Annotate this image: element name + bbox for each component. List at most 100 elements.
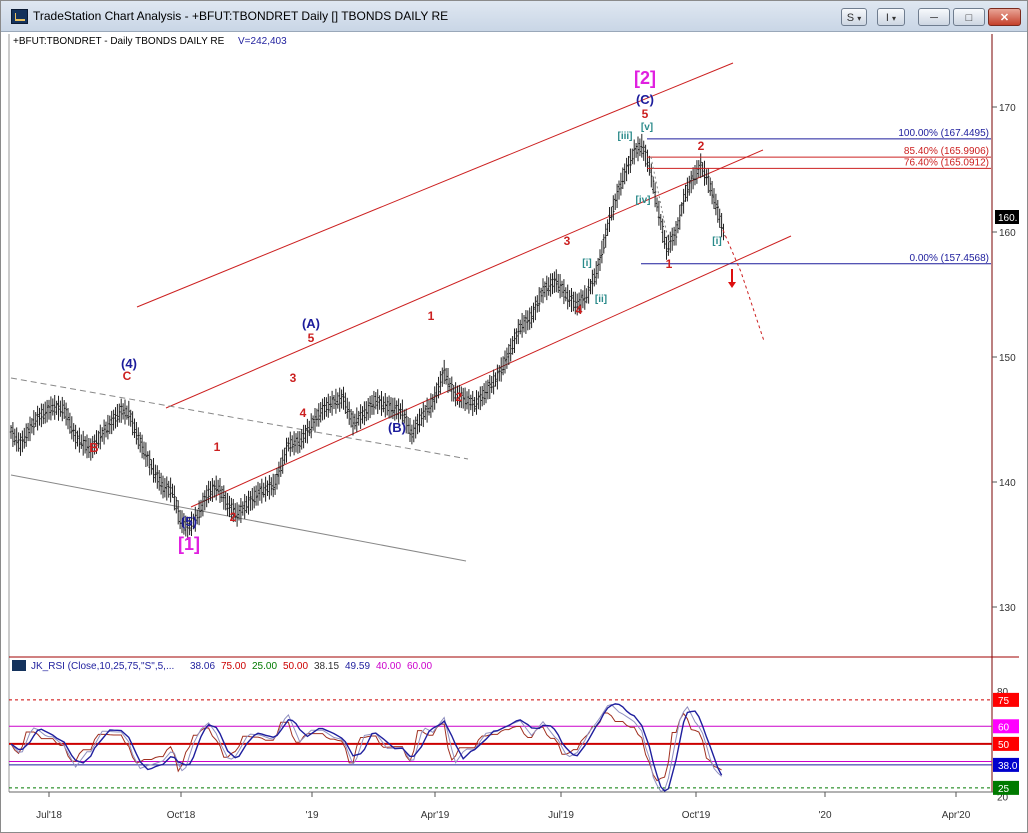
wave-label: (4) bbox=[121, 356, 137, 371]
s-menu-button[interactable]: S ▾ bbox=[841, 8, 867, 26]
rsi-level-badge bbox=[993, 719, 1019, 734]
price-plot-background bbox=[9, 34, 992, 654]
wave-label: [v] bbox=[641, 122, 653, 133]
indicator-value: 49.59 bbox=[345, 661, 370, 672]
wave-label: 2 bbox=[230, 510, 237, 524]
rsi-series-line bbox=[10, 704, 722, 792]
wave-label: [i] bbox=[582, 258, 591, 269]
wave-label: (A) bbox=[302, 316, 320, 331]
wave-label: 5 bbox=[642, 107, 649, 121]
rsi-level-badge-label: 60 bbox=[998, 722, 1010, 733]
wave-label: 5 bbox=[308, 331, 315, 345]
fib-level-label: 85.40% (165.9906) bbox=[904, 146, 989, 157]
wave-label: (B) bbox=[388, 420, 406, 435]
trend-channels bbox=[10, 62, 792, 562]
indicator-name: JK_RSI (Close,10,25,75,"S",5,... bbox=[31, 661, 174, 672]
indicator-value: 38.06 bbox=[190, 661, 215, 672]
time-tick-label: Oct'19 bbox=[682, 810, 711, 821]
rsi-level-badge bbox=[993, 736, 1019, 751]
fib-level-label: 0.00% (157.4568) bbox=[909, 253, 989, 264]
rsi-level-badge-label: 50 bbox=[998, 740, 1010, 751]
symbol-label: +BFUT:TBONDRET - Daily TBONDS DAILY RE bbox=[13, 36, 225, 47]
channel-line[interactable] bbox=[165, 149, 764, 409]
close-icon: ✕ bbox=[999, 12, 1010, 24]
wave-label: [2] bbox=[634, 68, 656, 88]
fibonacci-levels bbox=[641, 138, 991, 265]
channel-line[interactable] bbox=[190, 235, 792, 508]
indicator-icon bbox=[12, 660, 26, 671]
wave-label: 3 bbox=[290, 371, 297, 385]
wave-label: 4 bbox=[300, 406, 307, 420]
wave-label: 3 bbox=[564, 234, 571, 248]
chart-area[interactable]: +BFUT:TBONDRET - Daily TBONDS DAILY RE V… bbox=[1, 32, 1027, 832]
price-tick-label: 170 bbox=[999, 103, 1016, 114]
minimize-icon: ─ bbox=[930, 12, 938, 24]
wave-label: (C) bbox=[636, 92, 654, 107]
channel-line[interactable] bbox=[136, 62, 734, 308]
rsi-tick-label: 20 bbox=[997, 793, 1009, 804]
wave-label: C bbox=[123, 369, 132, 383]
fib-level-label: 100.00% (167.4495) bbox=[898, 128, 989, 139]
indicator-value: 40.00 bbox=[376, 661, 401, 672]
time-tick-label: Oct'18 bbox=[167, 810, 196, 821]
indicator-header: JK_RSI (Close,10,25,75,"S",5,... 38.06 75… bbox=[12, 660, 432, 672]
channel-line[interactable] bbox=[10, 377, 469, 460]
rsi-level-badge-label: 25 bbox=[998, 784, 1010, 795]
indicator-value: 50.00 bbox=[283, 661, 308, 672]
chevron-down-icon: ▾ bbox=[857, 14, 862, 23]
indicator-value: 38.15 bbox=[314, 661, 339, 672]
down-arrow-head bbox=[728, 282, 736, 288]
time-tick-label: '20 bbox=[818, 810, 831, 821]
wave-label: [iii] bbox=[618, 131, 633, 142]
volume-label: V=242,403 bbox=[238, 36, 287, 47]
time-tick-label: Apr'19 bbox=[421, 810, 450, 821]
price-tick-label: 160 bbox=[999, 228, 1016, 239]
window-title: TradeStation Chart Analysis - +BFUT:TBON… bbox=[33, 9, 449, 23]
title-bar[interactable]: TradeStation Chart Analysis - +BFUT:TBON… bbox=[1, 1, 1027, 32]
maximize-button[interactable]: □ bbox=[953, 8, 985, 26]
time-tick-label: Jul'18 bbox=[36, 810, 62, 821]
wave-label: 2 bbox=[698, 139, 705, 153]
wave-label: 1 bbox=[214, 440, 221, 454]
minimize-button[interactable]: ─ bbox=[918, 8, 950, 26]
price-tick-label: 140 bbox=[999, 478, 1016, 489]
wave-label: [iv] bbox=[636, 195, 651, 206]
price-tick-label: 150 bbox=[999, 353, 1016, 364]
close-button[interactable]: ✕ bbox=[988, 8, 1021, 26]
rsi-level-badge bbox=[993, 692, 1019, 707]
price-bars bbox=[9, 133, 725, 540]
rsi-level-badge-label: 75 bbox=[998, 696, 1010, 707]
wave-label: 4 bbox=[576, 303, 583, 317]
rsi-tick-label: 80 bbox=[997, 687, 1009, 698]
rsi-levels bbox=[9, 699, 992, 789]
time-tick-label: Jul'19 bbox=[548, 810, 574, 821]
projection-path bbox=[650, 156, 765, 342]
s-label: S bbox=[846, 12, 855, 24]
wave-label: [1] bbox=[178, 534, 200, 554]
indicator-value: 75.00 bbox=[221, 661, 246, 672]
price-axis: 130 140 150 160 170 bbox=[992, 103, 1016, 614]
i-menu-button[interactable]: I ▾ bbox=[877, 8, 905, 26]
indicator-value: 25.00 bbox=[252, 661, 277, 672]
indicator-value: 60.00 bbox=[407, 661, 432, 672]
wave-labels: [2](C)5[v][iii][iv]2[i]13[i][ii]412(A)53… bbox=[89, 68, 721, 554]
chevron-down-icon: ▾ bbox=[892, 14, 897, 23]
tradestation-icon bbox=[11, 9, 28, 24]
time-tick-label: '19 bbox=[305, 810, 318, 821]
rsi-level-badge-label: 38.0 bbox=[998, 761, 1018, 772]
wave-label: 1 bbox=[666, 257, 673, 271]
time-tick-label: Apr'20 bbox=[942, 810, 971, 821]
last-price-box bbox=[995, 210, 1019, 224]
wave-label: 1 bbox=[428, 309, 435, 323]
wave-label: [i] bbox=[712, 236, 721, 247]
price-tick-label: 130 bbox=[999, 603, 1016, 614]
rsi-level-badge bbox=[993, 757, 1019, 772]
fibonacci-labels: 100.00% (167.4495) 85.40% (165.9906)76.40… bbox=[898, 128, 989, 264]
last-price-label: 160. bbox=[998, 213, 1017, 224]
maximize-icon: □ bbox=[965, 12, 973, 24]
fib-level-label: 76.40% (165.0912) bbox=[904, 157, 989, 168]
time-axis: Jul'18 Oct'18 '19 Apr'19 Jul'19 Oct'19 '20 Apr'… bbox=[36, 792, 971, 821]
wave-label: B bbox=[89, 440, 98, 455]
